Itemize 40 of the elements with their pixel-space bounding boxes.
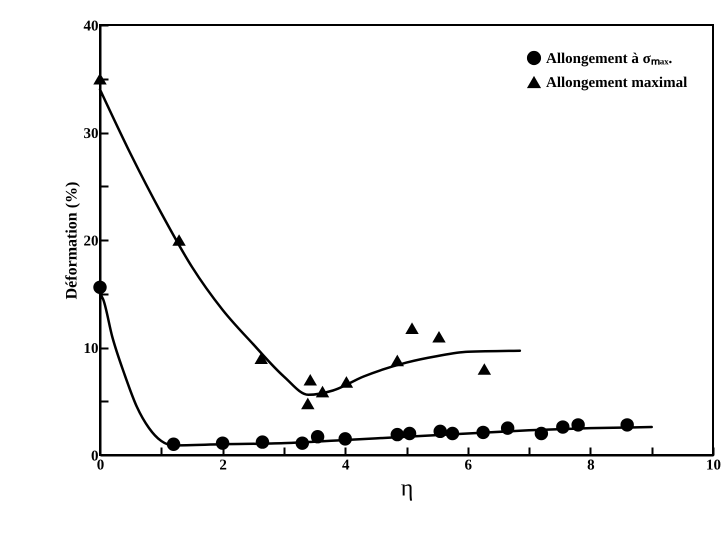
point xyxy=(216,436,230,450)
y-tick-label: 20 xyxy=(84,234,98,250)
point xyxy=(620,418,634,432)
point xyxy=(93,72,107,85)
point xyxy=(478,363,492,375)
x-tick-label: 10 xyxy=(706,458,721,474)
point xyxy=(446,426,460,440)
point xyxy=(476,426,490,440)
legend-label: Allongement maximal xyxy=(546,75,688,91)
y-axis-title: Déformation (%) xyxy=(64,182,80,300)
point xyxy=(296,436,309,450)
point xyxy=(316,386,330,398)
point xyxy=(304,374,317,386)
point xyxy=(534,426,548,440)
point xyxy=(432,330,446,343)
point xyxy=(434,424,447,438)
point xyxy=(338,432,352,446)
point xyxy=(402,426,416,440)
x-axis-title: η xyxy=(400,476,414,502)
point xyxy=(172,234,186,246)
x-tick-label: 2 xyxy=(219,458,227,474)
y-tick-label: 10 xyxy=(84,341,98,357)
point xyxy=(301,398,315,410)
x-tick-label: 8 xyxy=(587,458,595,474)
y-tick-label: 40 xyxy=(84,18,98,34)
point xyxy=(166,438,180,451)
point xyxy=(571,418,585,432)
y-tick-label: 30 xyxy=(84,126,98,142)
legend-label: Allongement à σₘₐₓ. xyxy=(546,51,672,67)
x-tick-label: 6 xyxy=(464,458,473,474)
point xyxy=(390,354,404,366)
point xyxy=(256,435,270,449)
point xyxy=(405,322,419,334)
point xyxy=(254,352,268,364)
point xyxy=(500,421,514,435)
x-tick-label: 4 xyxy=(342,458,350,474)
point xyxy=(340,376,354,388)
point xyxy=(310,430,324,444)
point xyxy=(390,428,404,442)
point xyxy=(556,420,570,434)
